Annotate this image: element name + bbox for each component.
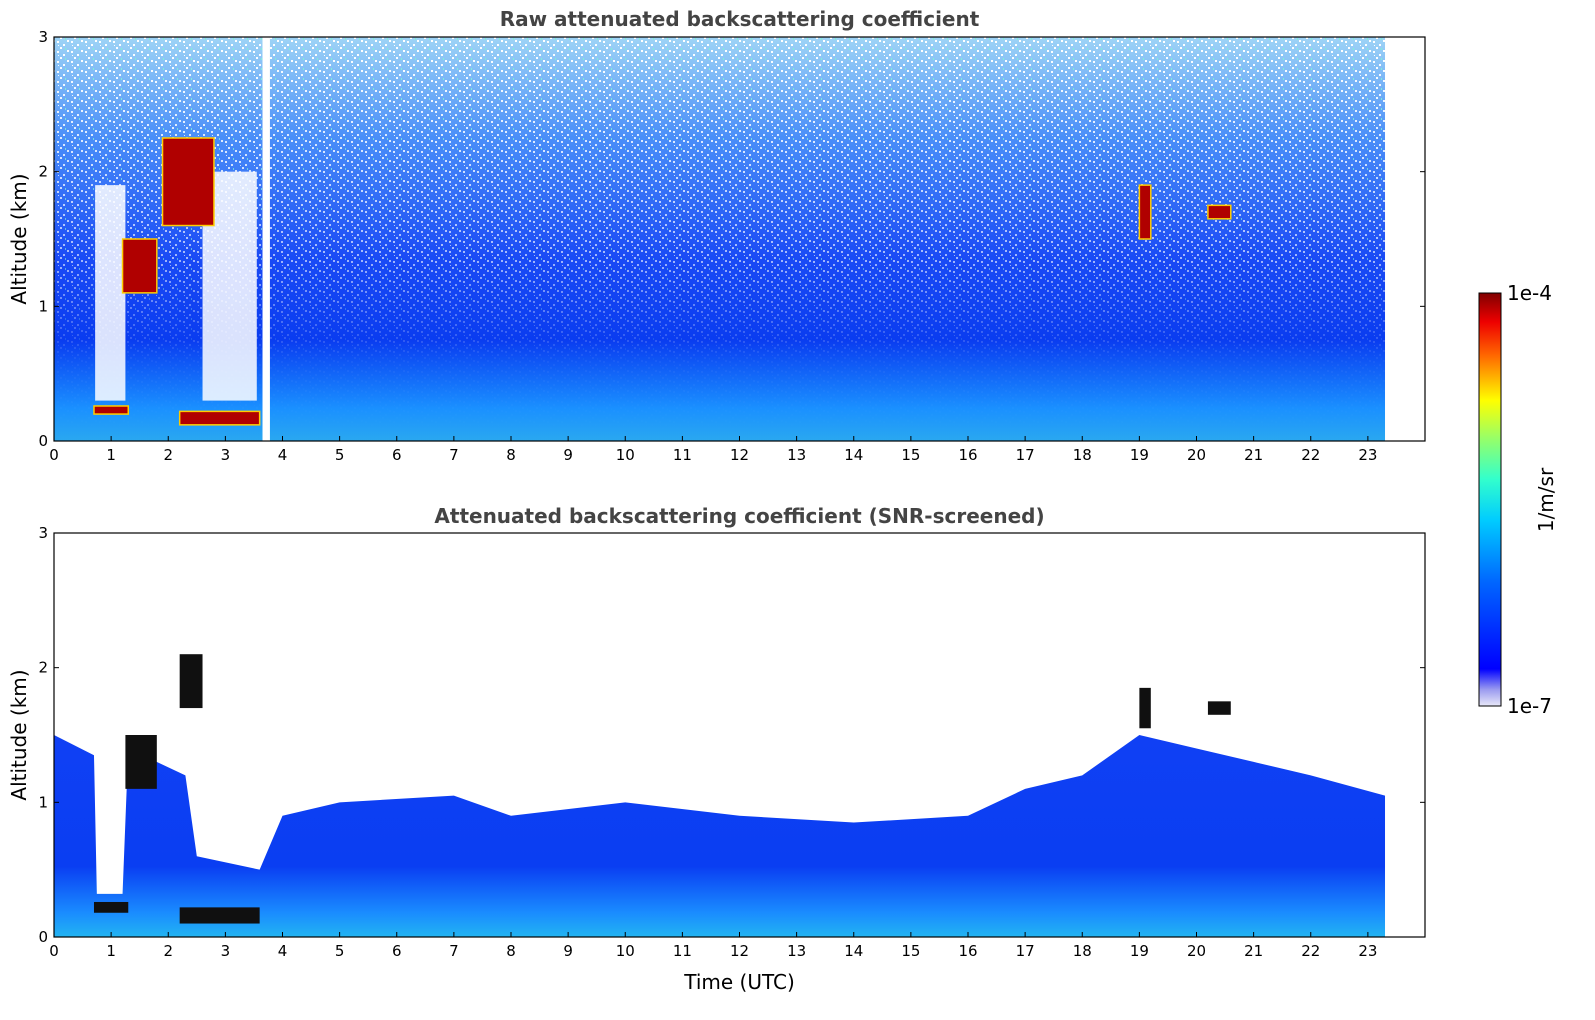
- x-tick-label: 12: [730, 942, 749, 960]
- x-tick-label: 5: [335, 942, 345, 960]
- x-tick-label: 7: [449, 942, 459, 960]
- x-tick-label: 17: [1016, 446, 1035, 464]
- feature-7: [262, 37, 270, 441]
- cloud-echo: [1207, 701, 1231, 715]
- colorbar: 1e-4 1e-7 1/m/sr: [1478, 281, 1558, 718]
- x-tick-label: 10: [616, 446, 635, 464]
- feature-6: [1207, 204, 1232, 220]
- x-tick-label: 21: [1244, 942, 1263, 960]
- x-tick-label: 4: [278, 446, 288, 464]
- x-tick-label: 18: [1073, 942, 1092, 960]
- x-tick-label: 20: [1187, 446, 1206, 464]
- x-tick-label: 18: [1073, 446, 1092, 464]
- x-tick-label: 13: [787, 446, 806, 464]
- x-tick-label: 23: [1358, 942, 1377, 960]
- feature-1: [93, 405, 130, 415]
- colorbar-unit-label: 1/m/sr: [1534, 467, 1558, 532]
- aerosol-band: [179, 907, 260, 924]
- x-tick-label: 8: [506, 446, 516, 464]
- feature-2: [178, 410, 261, 426]
- x-tick-label: 3: [221, 446, 231, 464]
- x-tick-label: 22: [1301, 942, 1320, 960]
- feature-5: [1138, 184, 1152, 240]
- cloud-echo: [179, 654, 203, 709]
- x-tick-label: 0: [49, 942, 59, 960]
- x-tick-label: 12: [730, 446, 749, 464]
- colorbar-gradient: [1478, 292, 1502, 707]
- signal-void: [95, 185, 126, 401]
- x-tick-label: 17: [1016, 942, 1035, 960]
- x-tick-label: 14: [844, 942, 863, 960]
- cloud-echo: [1139, 687, 1151, 729]
- chart-title: Raw attenuated backscattering coefficien…: [500, 7, 980, 31]
- y-tick-label: 3: [38, 28, 48, 46]
- x-tick-label: 9: [563, 942, 573, 960]
- x-tick-label: 2: [163, 446, 173, 464]
- x-tick-label: 16: [958, 942, 977, 960]
- feature-4: [121, 238, 158, 294]
- x-tick-label: 23: [1358, 446, 1377, 464]
- x-tick-label: 19: [1130, 446, 1149, 464]
- x-tick-label: 9: [563, 446, 573, 464]
- x-tick-label: 1: [106, 942, 116, 960]
- y-tick-label: 1: [38, 793, 48, 811]
- x-tick-label: 19: [1130, 942, 1149, 960]
- noise-overlay: [54, 37, 1386, 441]
- x-tick-label: 8: [506, 942, 516, 960]
- feature-3: [161, 137, 215, 227]
- x-tick-label: 21: [1244, 446, 1263, 464]
- chart-title: Attenuated backscattering coefficient (S…: [434, 504, 1044, 528]
- colorbar-max-label: 1e-4: [1507, 281, 1552, 305]
- x-tick-label: 11: [673, 446, 692, 464]
- x-tick-label: 11: [673, 942, 692, 960]
- y-tick-label: 1: [38, 297, 48, 315]
- x-tick-label: 3: [221, 942, 231, 960]
- y-tick-label: 2: [38, 163, 48, 181]
- x-tick-label: 16: [958, 446, 977, 464]
- x-tick-label: 0: [49, 446, 59, 464]
- x-tick-label: 1: [106, 446, 116, 464]
- x-tick-label: 2: [163, 942, 173, 960]
- x-tick-label: 15: [901, 446, 920, 464]
- x-tick-label: 6: [392, 942, 402, 960]
- aerosol-band: [93, 901, 129, 913]
- panel-1: Raw attenuated backscattering coefficien…: [7, 7, 1426, 464]
- x-tick-label: 20: [1187, 942, 1206, 960]
- x-tick-label: 4: [278, 942, 288, 960]
- x-axis-label: Time (UTC): [683, 970, 795, 994]
- plot-area: [54, 37, 1386, 441]
- panel-2: Attenuated backscattering coefficient (S…: [7, 504, 1426, 994]
- y-tick-label: 0: [38, 432, 48, 450]
- x-tick-label: 5: [335, 446, 345, 464]
- y-axis-label: Altitude (km): [7, 173, 31, 304]
- y-axis-label: Altitude (km): [7, 669, 31, 800]
- x-tick-label: 15: [901, 942, 920, 960]
- x-tick-label: 7: [449, 446, 459, 464]
- x-tick-label: 13: [787, 942, 806, 960]
- x-tick-label: 10: [616, 942, 635, 960]
- cloud-echo: [125, 735, 157, 789]
- y-tick-label: 0: [38, 928, 48, 946]
- x-tick-label: 14: [844, 446, 863, 464]
- x-tick-label: 22: [1301, 446, 1320, 464]
- plot-area: [54, 654, 1386, 937]
- colorbar-min-label: 1e-7: [1507, 694, 1552, 718]
- x-tick-label: 6: [392, 446, 402, 464]
- y-tick-label: 2: [38, 659, 48, 677]
- screened-signal: [54, 735, 1386, 937]
- y-tick-label: 3: [38, 524, 48, 542]
